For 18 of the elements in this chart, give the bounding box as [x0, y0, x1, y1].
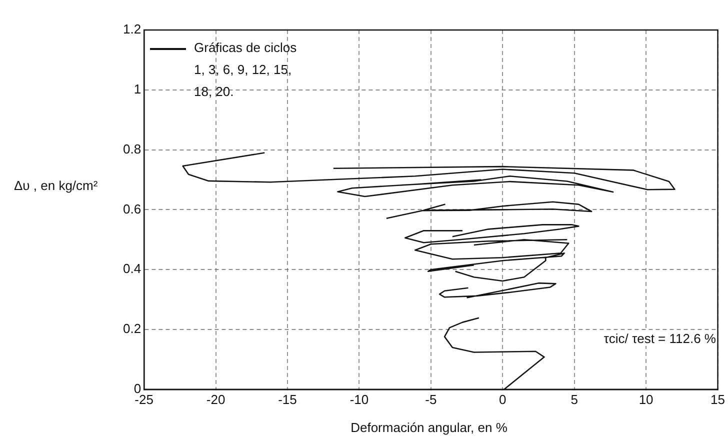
x-tick-label: -10 — [350, 392, 369, 407]
x-tick-label: 10 — [638, 392, 654, 407]
legend-label: Gráficas de ciclos 1, 3, 6, 9, 12, 15, 18, 20. — [194, 39, 298, 101]
x-tick-label: 0 — [499, 392, 506, 407]
x-axis-title: Deformación angular, en % — [350, 420, 508, 435]
x-tick-label: -20 — [206, 392, 226, 407]
x-tick-label: 15 — [710, 392, 726, 407]
y-tick-label: 0.6 — [122, 201, 142, 216]
x-tick-label: -15 — [278, 392, 297, 407]
y-tick-label: 0.4 — [122, 261, 142, 276]
y-axis-title: Δυ , en kg/cm² — [14, 178, 98, 193]
annotation: τcic/ τest = 112.6 % — [604, 331, 716, 346]
y-tick-label: 0.8 — [122, 141, 142, 156]
y-tick-label: 0.2 — [122, 321, 142, 336]
x-tick-label: 5 — [570, 392, 578, 407]
y-tick-label: 1 — [134, 81, 142, 96]
x-tick-label: -5 — [425, 392, 437, 407]
y-tick-label: 1.2 — [122, 22, 142, 37]
